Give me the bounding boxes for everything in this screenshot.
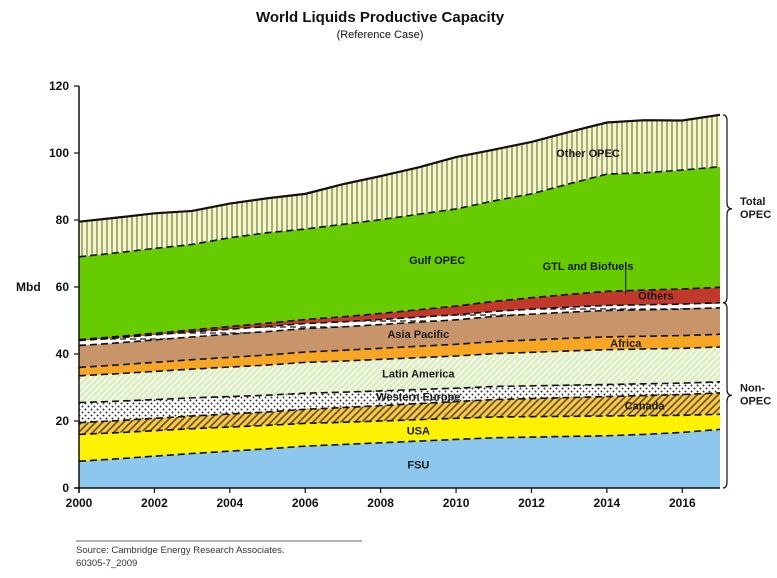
series-label-usa: USA [407, 425, 430, 437]
non-opec-label: OPEC [740, 395, 771, 407]
y-tick-label: 100 [49, 146, 69, 160]
boundary-africa [78, 333, 721, 369]
x-tick-label: 2002 [141, 496, 168, 510]
x-tick-label: 2010 [443, 496, 470, 510]
series-label-canada: Canada [625, 401, 666, 413]
series-labels: FSU USA Canada Western Europe Latin America A… [376, 148, 673, 471]
area-usa [79, 414, 720, 462]
figure-code: 60305-7_2009 [76, 558, 137, 569]
boundary-other-opec [78, 113, 721, 223]
x-tick-label: 2000 [66, 496, 93, 510]
boundary-fsu [78, 428, 721, 462]
boundary-gulf-opec [78, 165, 721, 258]
area-gulf-opec [79, 166, 720, 340]
non-opec-label: Non- [740, 382, 765, 394]
series-label-western-europe: Western Europe [376, 392, 460, 404]
area-latin-america [79, 346, 720, 403]
x-tick-label: 2006 [292, 496, 319, 510]
series-label-others: Others [638, 290, 673, 302]
boundary-usa [78, 413, 721, 436]
chart-title: World Liquids Productive Capacity [256, 9, 505, 26]
area-africa [79, 334, 720, 376]
boundary-western-europe [78, 381, 721, 404]
boundary-canada [78, 392, 721, 424]
y-tick-label: 80 [56, 213, 70, 227]
boundary-latin-america [78, 346, 721, 377]
total-opec-label: Total [740, 196, 765, 208]
boundary-asia-pacific [78, 306, 721, 347]
x-tick-label: 2008 [367, 496, 394, 510]
x-tick-label: 2014 [594, 496, 621, 510]
total-opec-bracket [722, 114, 733, 304]
area-others [79, 302, 720, 346]
area-asia-pacific [79, 307, 720, 368]
boundary-others [78, 301, 721, 342]
y-tick-label: 0 [62, 481, 69, 495]
area-fsu [79, 429, 720, 488]
y-tick-label: 120 [49, 79, 69, 93]
y-axis-label: Mbd [16, 280, 41, 294]
y-tick-labels: 0 20 40 60 80 100 120 [49, 79, 69, 495]
source-note: Source: Cambridge Energy Research Associ… [76, 545, 285, 556]
area-canada [79, 392, 720, 435]
area-western-europe [79, 381, 720, 423]
axes [74, 85, 720, 493]
series-areas [79, 114, 720, 488]
series-label-gtl-and-biofuels: GTL and Biofuels [543, 261, 634, 273]
x-tick-label: 2016 [669, 496, 696, 510]
series-boundaries [78, 113, 721, 462]
chart-subtitle: (Reference Case) [337, 29, 424, 41]
area-other-opec [79, 114, 720, 257]
x-tick-label: 2012 [518, 496, 545, 510]
series-label-other-opec: Other OPEC [556, 148, 620, 160]
x-tick-label: 2004 [216, 496, 243, 510]
series-label-fsu: FSU [407, 460, 429, 472]
series-label-africa: Africa [610, 338, 642, 350]
y-tick-label: 20 [56, 414, 70, 428]
series-label-gulf-opec: Gulf OPEC [409, 255, 465, 267]
x-tick-labels: 2000 2002 2004 2006 2008 2010 2012 2014 2016 [66, 496, 696, 510]
series-label-latin-america: Latin America [382, 369, 455, 381]
area-gtl-and-biofuels [79, 287, 720, 341]
boundary-gtl-and-biofuels [78, 286, 721, 341]
y-tick-label: 40 [56, 347, 70, 361]
non-opec-bracket [722, 302, 733, 489]
series-label-asia-pacific: Asia Pacific [387, 329, 449, 341]
y-tick-label: 60 [56, 280, 70, 294]
total-opec-label: OPEC [740, 209, 771, 221]
